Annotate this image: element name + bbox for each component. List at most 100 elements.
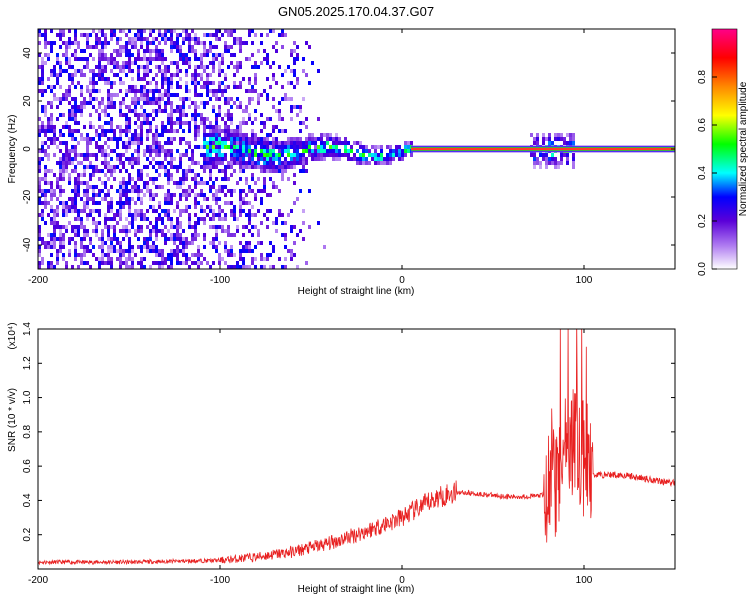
heatmap-cell (62, 241, 65, 245)
heatmap-cell (62, 253, 65, 257)
heatmap-cell (68, 249, 71, 253)
heatmap-cell (65, 93, 68, 97)
heatmap-cell (164, 109, 167, 113)
heatmap-cell (206, 77, 209, 81)
heatmap-cell (152, 37, 155, 41)
heatmap-cell (239, 205, 242, 209)
heatmap-cell (317, 153, 320, 157)
heatmap-cell (122, 101, 125, 105)
heatmap-cell (263, 213, 266, 217)
heatmap-cell (137, 77, 140, 81)
heatmap-cell (203, 197, 206, 201)
heatmap-cell (50, 265, 53, 269)
heatmap-cell (131, 141, 134, 145)
heatmap-cell (122, 65, 125, 69)
heatmap-cell (263, 161, 266, 165)
heatmap-cell (137, 37, 140, 41)
heatmap-cell (269, 177, 272, 181)
heatmap-cell (158, 105, 161, 109)
heatmap-cell (107, 233, 110, 237)
heatmap-cell (200, 85, 203, 89)
heatmap-cell (239, 81, 242, 85)
heatmap-cell (239, 157, 242, 161)
heatmap-cell (188, 49, 191, 53)
heatmap-cell (125, 149, 128, 153)
heatmap-cell (77, 265, 80, 269)
heatmap-cell (65, 205, 68, 209)
x-tick-label: -200 (28, 575, 48, 586)
heatmap-cell (158, 109, 161, 113)
heatmap-cell (545, 157, 548, 161)
heatmap-cell (209, 97, 212, 101)
heatmap-cell (119, 109, 122, 113)
heatmap-cell (83, 209, 86, 213)
heatmap-cell (203, 209, 206, 213)
heatmap-cell (209, 89, 212, 93)
heatmap-cell (155, 85, 158, 89)
heatmap-cell (152, 133, 155, 137)
heatmap-cell (167, 177, 170, 181)
heatmap-cell (224, 73, 227, 77)
heatmap-cell (260, 265, 263, 269)
heatmap-cell (326, 137, 329, 141)
heatmap-cell (272, 125, 275, 129)
heatmap-cell (230, 245, 233, 249)
heatmap-cell (161, 165, 164, 169)
heatmap-cell (281, 177, 284, 181)
heatmap-cell (368, 161, 371, 165)
heatmap-cell (284, 69, 287, 73)
heatmap-cell (143, 237, 146, 241)
heatmap-cell (212, 209, 215, 213)
heatmap-cell (74, 105, 77, 109)
heatmap-cell (281, 169, 284, 173)
heatmap-cell (278, 101, 281, 105)
heatmap-cell (95, 153, 98, 157)
heatmap-cell (83, 169, 86, 173)
heatmap-cell (227, 101, 230, 105)
heatmap-cell (212, 213, 215, 217)
heatmap-cell (59, 201, 62, 205)
heatmap-cell (194, 201, 197, 205)
heatmap-cell (272, 153, 275, 157)
heatmap-cell (200, 193, 203, 197)
heatmap-cell (95, 185, 98, 189)
heatmap-cell (251, 41, 254, 45)
heatmap-cell (236, 69, 239, 73)
heatmap-cell (263, 157, 266, 161)
heatmap-cell (380, 157, 383, 161)
heatmap-cell (233, 169, 236, 173)
heatmap-cell (92, 253, 95, 257)
heatmap-cell (209, 153, 212, 157)
heatmap-cell (227, 137, 230, 141)
heatmap-cell (149, 153, 152, 157)
y-tick-label: 0.8 (22, 424, 33, 438)
heatmap-cell (152, 165, 155, 169)
heatmap-cell (272, 165, 275, 169)
heatmap-cell (161, 257, 164, 261)
heatmap-cell (197, 261, 200, 265)
heatmap-cell (245, 89, 248, 93)
heatmap-cell (347, 149, 350, 153)
heatmap-cell (68, 45, 71, 49)
heatmap-cell (248, 265, 251, 269)
heatmap-cell (257, 229, 260, 233)
heatmap-cell (74, 137, 77, 141)
heatmap-cell (248, 117, 251, 121)
heatmap-cell (149, 53, 152, 57)
heatmap-cell (179, 261, 182, 265)
heatmap-cell (65, 225, 68, 229)
heatmap-cell (134, 61, 137, 65)
heatmap-cell (290, 69, 293, 73)
heatmap-cell (41, 93, 44, 97)
heatmap-cell (158, 229, 161, 233)
heatmap-cell (254, 141, 257, 145)
heatmap-cell (50, 121, 53, 125)
heatmap-cell (224, 141, 227, 145)
heatmap-cell (170, 45, 173, 49)
heatmap-cell (50, 85, 53, 89)
heatmap-cell (149, 81, 152, 85)
heatmap-cell (59, 113, 62, 117)
heatmap-cell (233, 213, 236, 217)
heatmap-cell (308, 141, 311, 145)
